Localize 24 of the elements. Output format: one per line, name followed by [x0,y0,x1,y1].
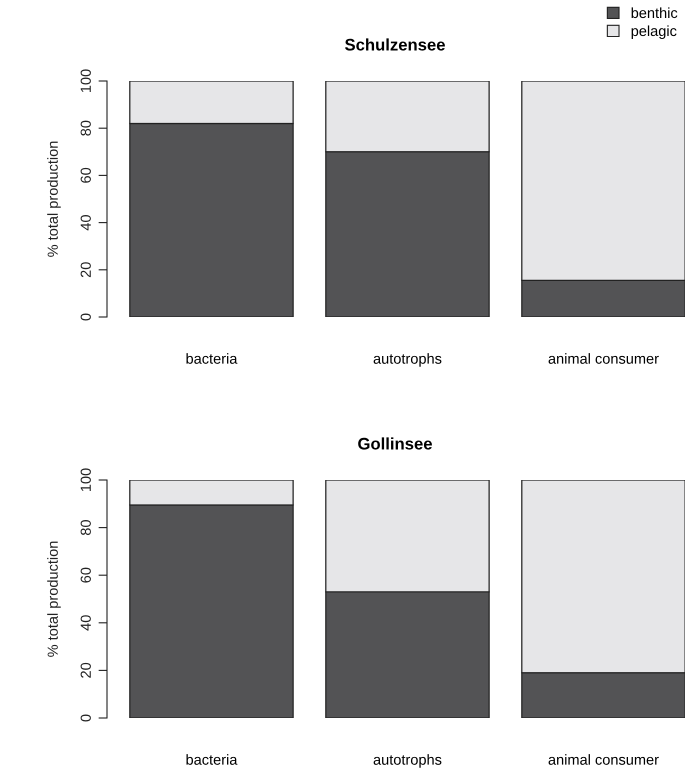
legend-label: benthic [632,7,678,18]
x-tick-label: autotrophs [374,353,442,367]
y-axis-title: % total production [47,142,61,257]
y-tick-label: 80 [80,520,91,536]
y-tick-label: 40 [80,615,91,631]
x-tick-label: animal consumer [548,353,659,364]
chart-title: Schulzensee [345,38,445,51]
y-tick-label: 80 [80,120,91,136]
x-tick-label: bacteria [186,353,238,364]
y-tick-label: 0 [80,314,91,320]
x-tick-label: bacteria [186,754,238,765]
y-tick-label: 0 [80,714,91,722]
y-tick-label: 100 [80,468,91,492]
x-tick-label: autotrophs [374,754,442,768]
y-tick-label: 100 [80,69,91,92]
y-tick-label: 60 [80,168,91,183]
x-tick-label: animal consumer [548,754,659,765]
y-tick-label: 60 [80,568,91,583]
chart-title: Gollinsee [358,437,432,450]
y-tick-label: 20 [80,262,91,278]
y-tick-label: 40 [80,215,91,230]
legend-label: pelagic [632,25,677,40]
y-tick-label: 20 [80,662,91,678]
y-axis-title: % total production [47,542,61,657]
